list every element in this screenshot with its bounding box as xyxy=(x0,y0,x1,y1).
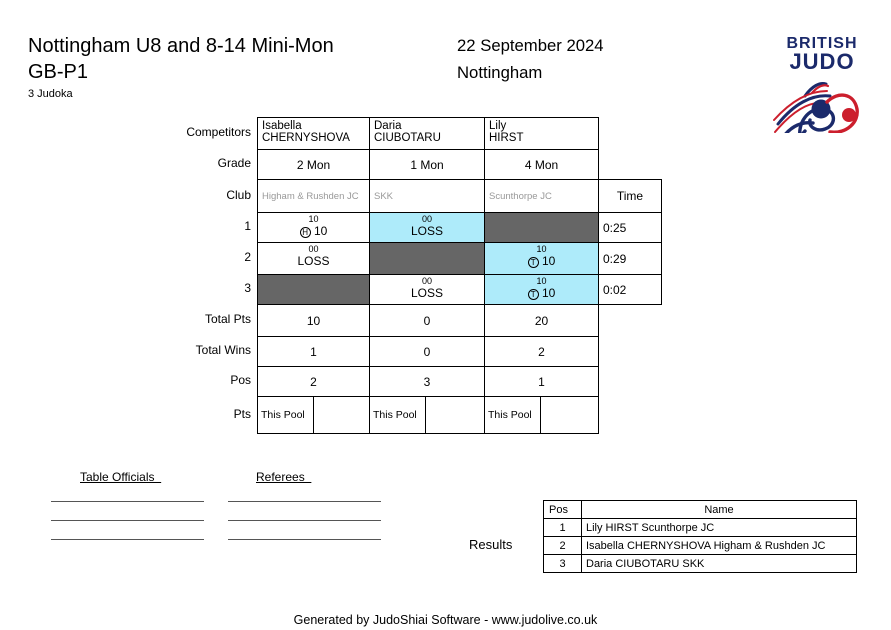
svg-text:JUDO: JUDO xyxy=(789,49,854,74)
